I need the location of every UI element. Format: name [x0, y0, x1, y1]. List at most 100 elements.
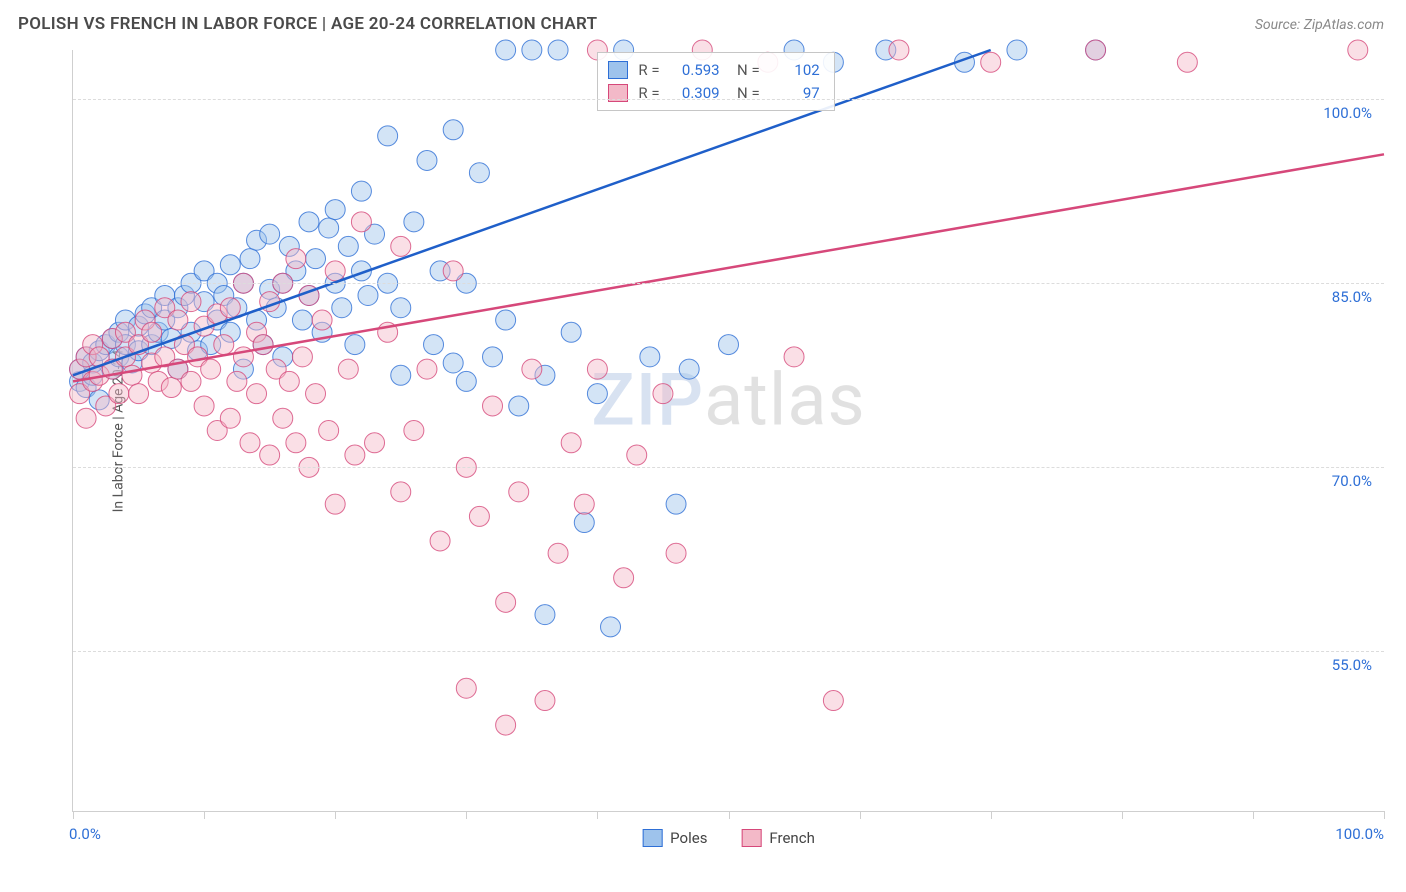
data-point-poles — [1007, 40, 1027, 60]
data-point-french — [351, 212, 371, 232]
data-point-poles — [404, 212, 424, 232]
data-point-french — [312, 310, 332, 330]
stats-row-poles: R = 0.593 N = 102 — [608, 59, 819, 82]
data-point-poles — [220, 255, 240, 275]
data-point-poles — [292, 310, 312, 330]
y-tick-label: 70.0% — [1332, 472, 1372, 490]
data-point-poles — [469, 163, 489, 183]
data-point-poles — [456, 371, 476, 391]
data-point-poles — [679, 359, 699, 379]
data-point-poles — [548, 40, 568, 60]
data-point-poles — [561, 322, 581, 342]
gridline — [73, 467, 1384, 468]
data-point-french — [548, 543, 568, 563]
stat-r-value-french: 0.309 — [670, 82, 720, 105]
data-point-french — [286, 249, 306, 269]
data-point-french — [122, 365, 142, 385]
data-point-french — [889, 40, 909, 60]
data-point-french — [273, 408, 293, 428]
legend-label-poles: Poles — [670, 829, 707, 847]
data-point-french — [260, 445, 280, 465]
x-tick — [860, 811, 861, 819]
x-tick — [335, 811, 336, 819]
stat-n-value-french: 97 — [770, 82, 820, 105]
data-point-french — [981, 52, 1001, 72]
data-point-french — [240, 433, 260, 453]
data-point-french — [391, 236, 411, 256]
x-tick — [73, 811, 74, 819]
data-point-french — [561, 433, 581, 453]
data-point-poles — [391, 298, 411, 318]
y-tick-label: 85.0% — [1332, 288, 1372, 306]
y-tick-label: 55.0% — [1332, 656, 1372, 674]
data-point-french — [286, 433, 306, 453]
data-point-poles — [260, 224, 280, 244]
data-point-poles — [391, 365, 411, 385]
legend-item-french: French — [741, 829, 814, 847]
stat-r-label: R = — [638, 59, 659, 82]
data-point-poles — [319, 218, 339, 238]
x-tick — [1384, 811, 1385, 819]
data-point-french — [574, 494, 594, 514]
data-point-french — [194, 396, 214, 416]
data-point-poles — [496, 40, 516, 60]
x-tick — [204, 811, 205, 819]
data-point-french — [292, 347, 312, 367]
data-point-french — [220, 408, 240, 428]
data-point-poles — [587, 384, 607, 404]
data-point-french — [247, 384, 267, 404]
gridline — [73, 283, 1384, 284]
data-point-french — [509, 482, 529, 502]
data-point-french — [443, 261, 463, 281]
chart-title: POLISH VS FRENCH IN LABOR FORCE | AGE 20… — [18, 14, 597, 34]
chart-source: Source: ZipAtlas.com — [1255, 17, 1384, 33]
data-point-french — [227, 371, 247, 391]
data-point-poles — [351, 181, 371, 201]
data-point-french — [469, 506, 489, 526]
y-tick-label: 100.0% — [1323, 104, 1372, 122]
data-point-french — [456, 678, 476, 698]
data-point-french — [522, 359, 542, 379]
x-tick — [1253, 811, 1254, 819]
data-point-poles — [496, 310, 516, 330]
x-tick — [597, 811, 598, 819]
data-point-poles — [443, 353, 463, 373]
data-point-french — [784, 347, 804, 367]
data-point-french — [76, 408, 96, 428]
x-tick-label: 100.0% — [1335, 825, 1384, 843]
stat-n-value-poles: 102 — [770, 59, 820, 82]
data-point-poles — [424, 335, 444, 355]
stat-r-value-poles: 0.593 — [670, 59, 720, 82]
legend: Poles French — [642, 829, 815, 847]
data-point-french — [823, 691, 843, 711]
gridline — [73, 651, 1384, 652]
data-point-french — [365, 433, 385, 453]
data-point-french — [417, 359, 437, 379]
data-point-french — [319, 421, 339, 441]
chart-header: POLISH VS FRENCH IN LABOR FORCE | AGE 20… — [0, 0, 1406, 44]
data-point-poles — [601, 617, 621, 637]
stat-n-label: N = — [730, 59, 760, 82]
data-point-french — [279, 371, 299, 391]
data-point-french — [535, 691, 555, 711]
chart-area: In Labor Force | Age 20-24 ZIPatlas R =0… — [18, 50, 1384, 862]
data-point-french — [614, 568, 634, 588]
x-tick — [991, 811, 992, 819]
data-point-poles — [306, 249, 326, 269]
x-tick-label: 0.0% — [69, 825, 101, 843]
data-point-poles — [417, 150, 437, 170]
x-tick — [1122, 811, 1123, 819]
data-point-french — [220, 298, 240, 318]
data-point-french — [201, 359, 221, 379]
legend-swatch-poles — [642, 829, 662, 847]
correlation-stats-box: R = 0.593 N = 102R = 0.309 N = 97 — [597, 52, 834, 111]
data-point-french — [483, 396, 503, 416]
data-point-french — [181, 371, 201, 391]
x-tick — [729, 811, 730, 819]
data-point-french — [1086, 40, 1106, 60]
data-point-french — [496, 715, 516, 735]
stats-row-french: R =0.309 N =97 — [608, 82, 819, 105]
data-point-poles — [666, 494, 686, 514]
x-tick — [466, 811, 467, 819]
stat-n-label: N = — [730, 82, 760, 105]
